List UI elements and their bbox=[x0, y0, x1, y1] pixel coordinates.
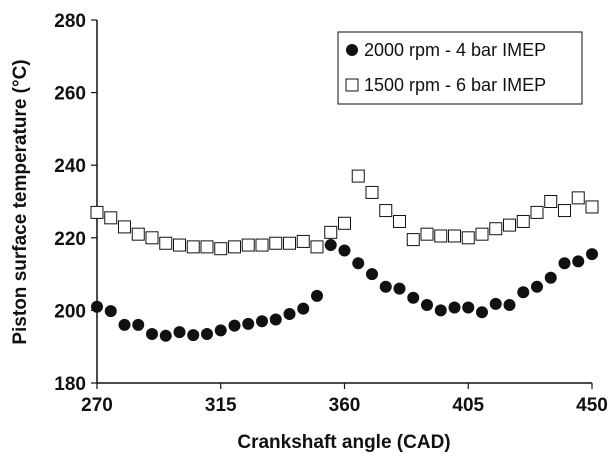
data-point bbox=[558, 204, 571, 218]
data-point bbox=[366, 268, 378, 281]
legend: 2000 rpm - 4 bar IMEP 1500 rpm - 6 bar I… bbox=[337, 31, 583, 105]
data-point bbox=[255, 238, 269, 252]
data-point bbox=[324, 225, 338, 239]
x-tick-label: 450 bbox=[576, 395, 608, 416]
x-axis-title: Crankshaft angle (CAD) bbox=[237, 432, 450, 453]
data-point bbox=[214, 324, 227, 337]
y-tick-label: 220 bbox=[54, 229, 86, 250]
data-point bbox=[131, 227, 145, 241]
data-point bbox=[91, 300, 103, 313]
data-point bbox=[228, 240, 241, 254]
data-point bbox=[159, 329, 172, 342]
y-tick-label: 260 bbox=[54, 84, 86, 105]
data-point bbox=[379, 204, 393, 218]
data-point bbox=[586, 248, 598, 261]
data-point bbox=[241, 238, 255, 252]
data-point bbox=[200, 240, 214, 254]
data-point bbox=[132, 318, 145, 331]
data-point bbox=[530, 205, 544, 219]
data-point bbox=[187, 329, 200, 342]
x-tick-label: 270 bbox=[81, 395, 113, 416]
y-tick-label: 200 bbox=[54, 301, 86, 322]
data-point bbox=[393, 282, 406, 295]
data-point bbox=[242, 317, 255, 330]
data-point bbox=[269, 236, 283, 250]
data-point bbox=[393, 214, 406, 228]
data-point bbox=[434, 304, 447, 317]
data-point bbox=[338, 244, 351, 257]
data-point bbox=[310, 240, 324, 254]
data-point bbox=[338, 216, 351, 230]
data-point bbox=[489, 222, 503, 236]
data-point bbox=[145, 231, 159, 245]
data-point bbox=[448, 301, 461, 314]
data-point bbox=[558, 257, 571, 270]
data-point bbox=[461, 231, 475, 245]
data-point bbox=[256, 315, 268, 328]
data-point bbox=[90, 205, 104, 219]
data-point bbox=[572, 255, 585, 268]
y-axis: 180 200 220 240 260 280 bbox=[54, 11, 97, 395]
legend-marker-series-1 bbox=[346, 44, 358, 56]
data-point bbox=[462, 301, 475, 314]
legend-frame bbox=[337, 31, 583, 105]
data-point bbox=[201, 327, 213, 340]
data-point bbox=[173, 326, 186, 339]
data-point bbox=[544, 195, 558, 208]
data-point bbox=[283, 308, 296, 321]
data-point bbox=[544, 271, 557, 284]
data-point bbox=[118, 220, 131, 234]
data-point bbox=[283, 236, 296, 250]
data-point bbox=[517, 286, 530, 299]
data-point bbox=[503, 218, 516, 232]
data-point bbox=[146, 327, 158, 340]
data-point bbox=[571, 191, 585, 205]
data-point bbox=[434, 229, 448, 243]
data-point bbox=[365, 185, 379, 199]
legend-label-series-2: 1500 rpm - 6 bar IMEP bbox=[364, 75, 546, 95]
series-1 bbox=[91, 239, 598, 342]
series-layer bbox=[90, 169, 599, 342]
data-point bbox=[489, 297, 502, 310]
data-point bbox=[186, 240, 200, 254]
data-point bbox=[324, 239, 337, 252]
data-point bbox=[104, 211, 118, 225]
data-point bbox=[297, 302, 310, 315]
data-point bbox=[503, 298, 516, 311]
data-point bbox=[585, 200, 599, 214]
data-point bbox=[406, 233, 420, 247]
data-point bbox=[311, 289, 323, 302]
data-point bbox=[379, 280, 392, 293]
data-point bbox=[228, 319, 241, 332]
data-point bbox=[173, 238, 186, 252]
y-tick-label: 180 bbox=[54, 374, 86, 395]
data-point bbox=[407, 291, 420, 304]
data-point bbox=[420, 227, 434, 241]
legend-label-series-1: 2000 rpm - 4 bar IMEP bbox=[364, 40, 546, 60]
data-point bbox=[352, 257, 365, 270]
x-axis: 270 315 360 405 450 bbox=[81, 383, 608, 416]
x-tick-label: 315 bbox=[205, 395, 237, 416]
data-point bbox=[118, 318, 131, 331]
data-point bbox=[104, 305, 117, 318]
y-axis-title: Piston surface temperature (°C) bbox=[10, 59, 31, 344]
data-point bbox=[214, 242, 228, 256]
data-point bbox=[531, 280, 543, 293]
data-point bbox=[448, 229, 461, 243]
data-point bbox=[159, 236, 173, 250]
data-point bbox=[475, 227, 489, 241]
data-point bbox=[351, 169, 365, 183]
data-point bbox=[476, 306, 488, 319]
y-tick-label: 240 bbox=[54, 156, 86, 177]
data-point bbox=[421, 298, 433, 311]
data-point bbox=[296, 234, 310, 248]
series-2 bbox=[90, 169, 599, 256]
x-tick-label: 405 bbox=[452, 395, 484, 416]
legend-marker-series-2 bbox=[345, 78, 359, 92]
data-point bbox=[269, 313, 282, 326]
x-tick-label: 360 bbox=[329, 395, 361, 416]
data-point bbox=[516, 214, 530, 228]
y-tick-label: 280 bbox=[54, 11, 86, 32]
